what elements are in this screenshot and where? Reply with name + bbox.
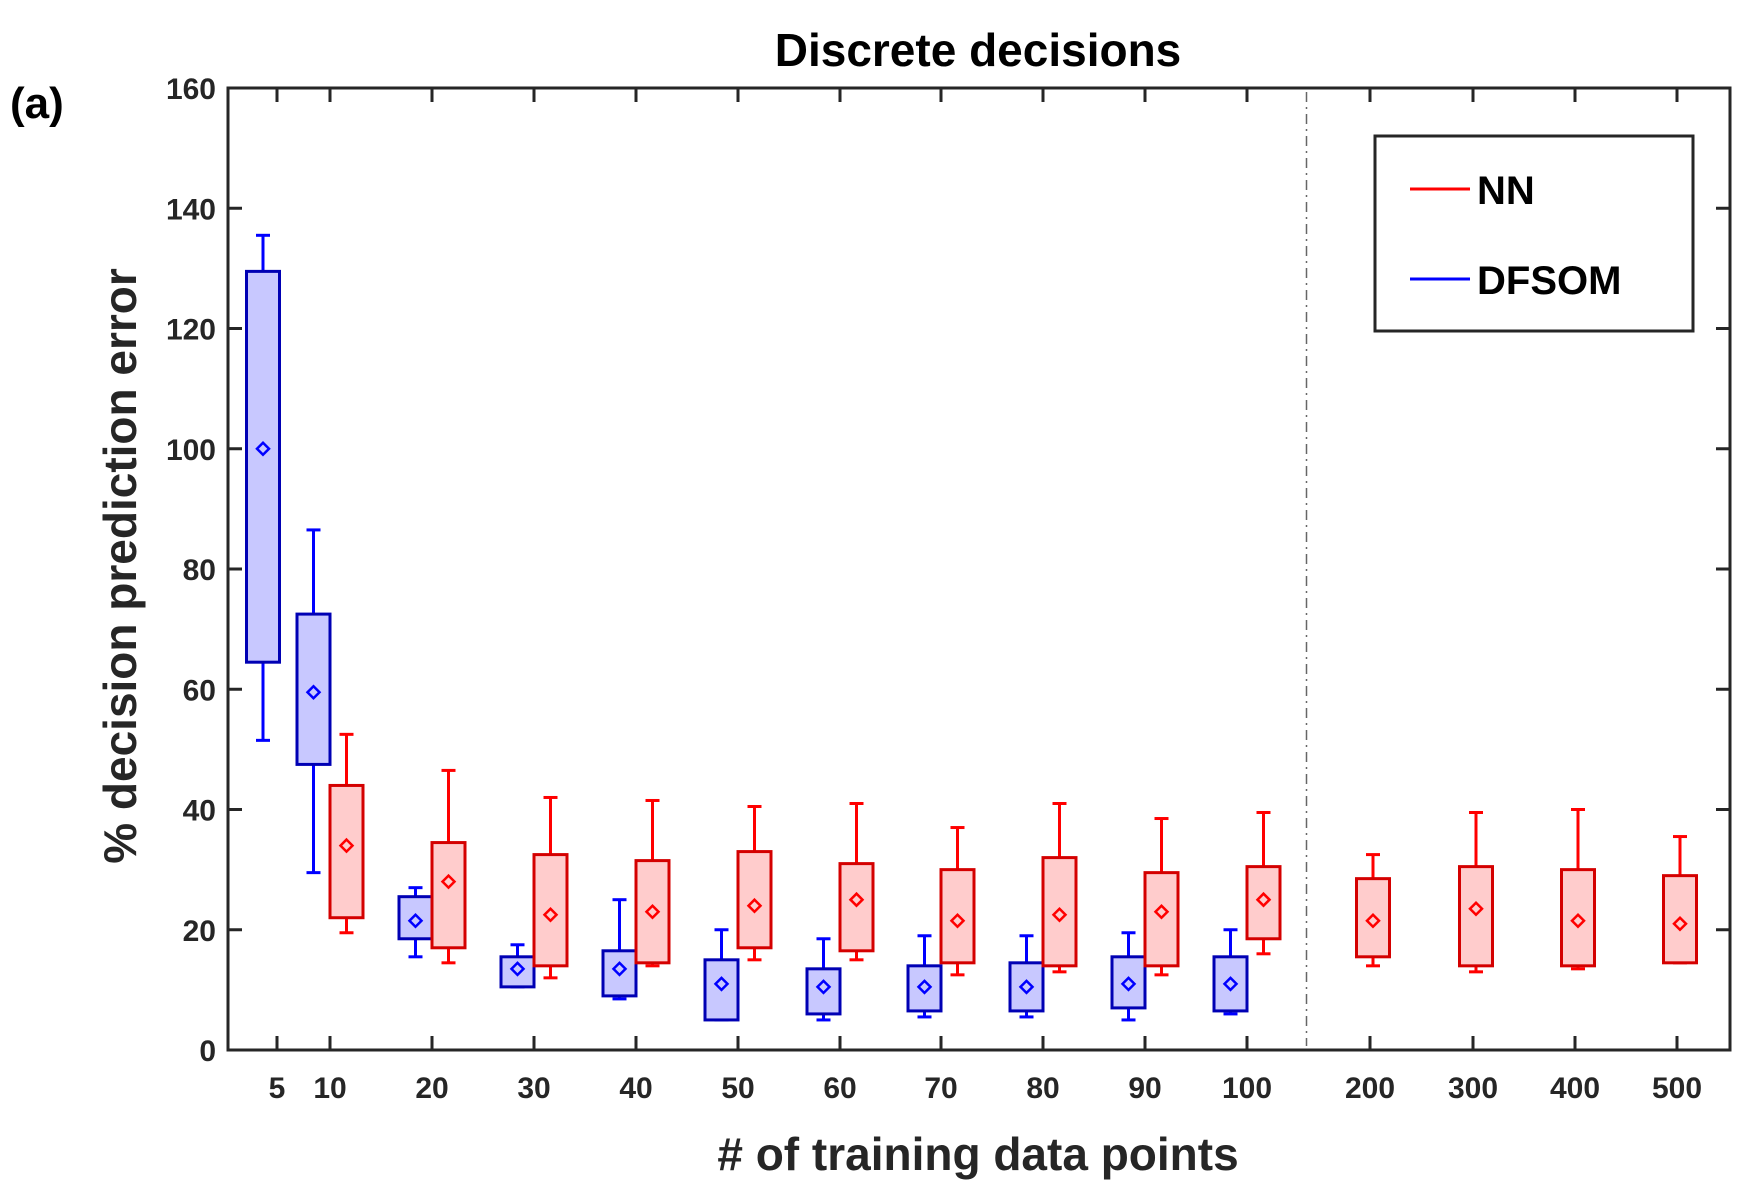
nn-mean-marker [1468,900,1484,917]
x-axis-title: # of training data points [717,1128,1238,1180]
nn-mean-marker [949,912,966,929]
dfsom-box [1008,961,1045,1013]
x-tick-label: 50 [721,1072,754,1105]
x-tick-label: 200 [1345,1072,1395,1105]
nn-mean-marker [746,897,763,914]
dfsom-mean-marker [407,912,424,929]
panel-label: (a) [10,79,64,128]
nn-mean-marker [440,873,457,890]
y-tick-label: 100 [166,434,216,467]
dfsom-box [397,895,434,941]
dfsom-box [499,955,536,989]
x-tick-label: 100 [1222,1072,1272,1105]
x-tick-label: 10 [313,1072,346,1105]
dfsom-box [906,964,943,1013]
x-tick-label: 300 [1448,1072,1498,1105]
dfsom-box [295,612,332,766]
y-tick-label: 20 [183,915,216,948]
box-series [245,233,1698,1022]
dfsom-mean-marker [713,976,730,992]
y-tick-label: 120 [166,314,216,347]
dfsom-mean-marker [815,979,832,995]
legend: NN DFSOM [1373,134,1695,333]
x-tick-label: 70 [924,1072,957,1105]
nn-mean-marker [1153,903,1170,920]
x-tick-label: 40 [619,1072,652,1105]
nn-mean-marker [1672,915,1688,932]
x-axis: 5 10 20 30 40 50 60 70 80 90 100 200 300 400 500 [269,88,1702,1105]
y-tick-label: 160 [166,73,216,106]
x-tick-label: 5 [269,1072,286,1105]
nn-box [736,850,773,950]
dfsom-mean-marker [916,979,933,995]
dfsom-box [1110,955,1147,1010]
dfsom-mean-marker [1120,976,1137,992]
nn-box [634,859,671,965]
dfsom-box [245,269,281,664]
x-tick-label: 60 [823,1072,856,1105]
nn-mean-marker [848,891,865,908]
x-tick-label: 20 [415,1072,448,1105]
dfsom-mean-marker [305,684,322,701]
nn-mean-marker [1255,891,1272,908]
x-tick-label: 500 [1652,1072,1702,1105]
legend-box [1373,134,1695,333]
x-tick-label: 80 [1026,1072,1059,1105]
nn-box [1041,856,1078,968]
x-tick-label: 90 [1128,1072,1161,1105]
dfsom-box [1212,955,1249,1013]
legend-label-nn: NN [1477,169,1535,213]
dfsom-mean-marker [611,961,628,977]
nn-box [1355,877,1391,959]
y-tick-label: 140 [166,193,216,226]
dfsom-mean-marker [255,440,271,457]
nn-mean-marker [542,906,559,923]
y-axis-title: % decision prediction error [94,268,146,864]
legend-label-dfsom: DFSOM [1477,259,1621,303]
nn-mean-marker [1365,912,1381,929]
nn-box [1245,865,1282,941]
dfsom-mean-marker [1018,979,1035,995]
nn-box [430,841,467,950]
y-tick-label: 60 [183,674,216,707]
y-tick-label: 40 [183,795,216,828]
chart-title: Discrete decisions [775,24,1182,76]
nn-box [1560,868,1596,968]
dfsom-mean-marker [1222,976,1239,992]
nn-mean-marker [1570,912,1586,929]
y-tick-label: 80 [183,554,216,587]
dfsom-mean-marker [509,961,526,977]
nn-mean-marker [338,837,355,854]
x-tick-label: 30 [517,1072,550,1105]
nn-mean-marker [644,903,661,920]
y-axis: 0 20 40 60 80 100 120 140 160 [166,73,1730,1068]
x-tick-label: 400 [1550,1072,1600,1105]
nn-mean-marker [1051,906,1068,923]
y-tick-label: 0 [199,1035,216,1068]
